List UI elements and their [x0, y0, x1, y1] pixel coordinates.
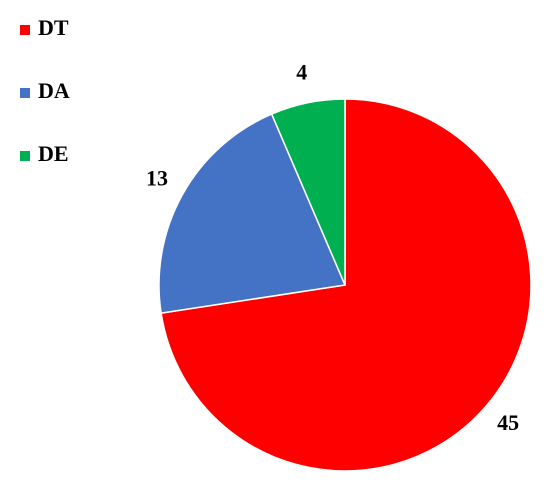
- legend-swatch: [20, 88, 30, 98]
- pie-slice: [158, 113, 347, 315]
- pie-slice: [270, 98, 346, 286]
- data-label: 4: [296, 59, 307, 84]
- legend-swatch: [20, 151, 30, 161]
- pie-slice: [160, 98, 532, 472]
- legend-swatch: [20, 25, 30, 35]
- legend-label: DA: [38, 78, 70, 103]
- legend-label: DT: [38, 15, 69, 40]
- data-label: 13: [146, 166, 168, 191]
- legend-label: DE: [38, 141, 69, 166]
- data-label: 45: [497, 410, 519, 435]
